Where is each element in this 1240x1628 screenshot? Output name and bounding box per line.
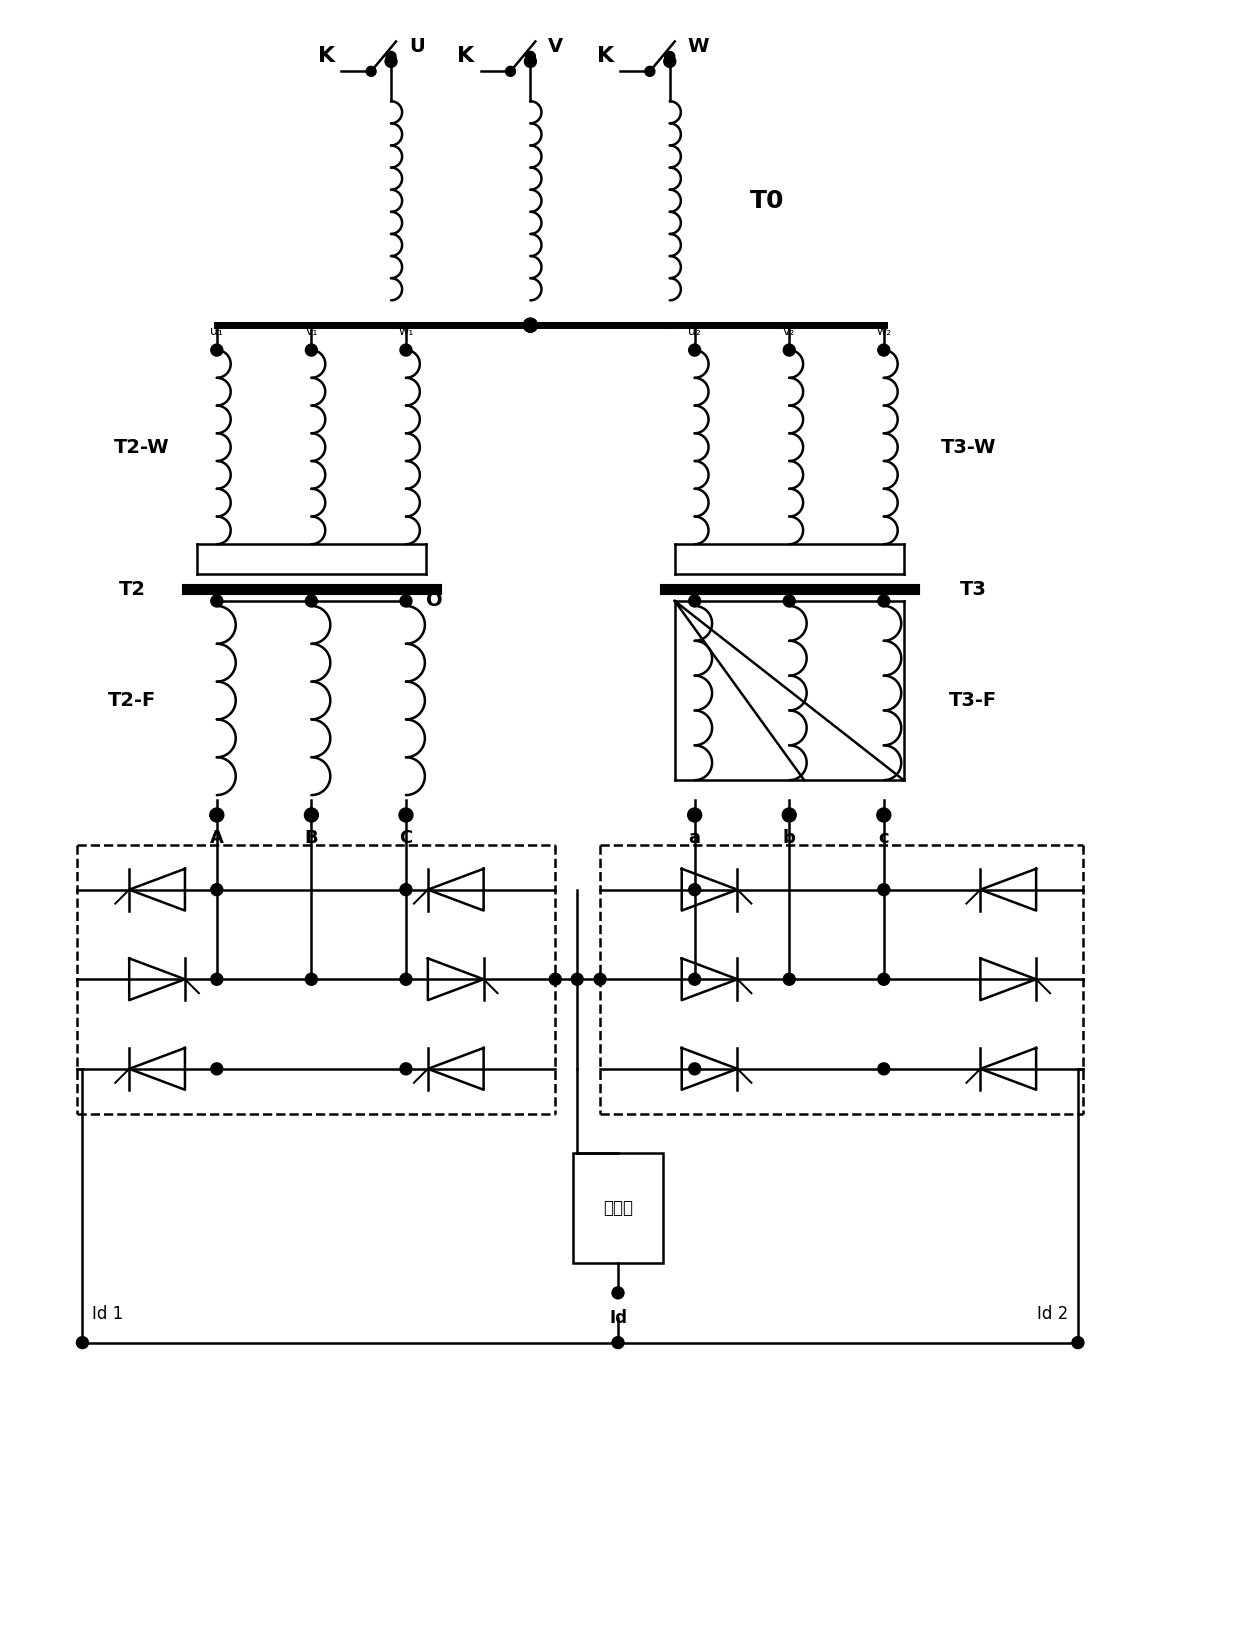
Text: T3-W: T3-W: [941, 438, 996, 457]
Circle shape: [877, 807, 890, 822]
Text: 电解槽: 电解槽: [603, 1200, 632, 1218]
Circle shape: [305, 807, 319, 822]
Text: K: K: [317, 47, 335, 67]
Text: c: c: [878, 829, 889, 847]
Circle shape: [878, 594, 890, 607]
Circle shape: [386, 55, 397, 67]
Text: W: W: [688, 37, 709, 55]
Circle shape: [211, 884, 223, 895]
Circle shape: [572, 974, 583, 985]
Text: C: C: [399, 829, 413, 847]
Text: V: V: [548, 37, 563, 55]
Circle shape: [784, 594, 795, 607]
Circle shape: [211, 594, 223, 607]
Text: a: a: [688, 829, 701, 847]
Text: w₁: w₁: [398, 326, 414, 339]
Circle shape: [878, 884, 890, 895]
Text: v₁: v₁: [305, 326, 317, 339]
Bar: [573, 1154, 663, 1263]
Circle shape: [613, 1337, 624, 1348]
Circle shape: [77, 1337, 88, 1348]
Circle shape: [782, 807, 796, 822]
Circle shape: [613, 1286, 624, 1299]
Circle shape: [688, 344, 701, 357]
Circle shape: [386, 52, 396, 62]
Circle shape: [210, 807, 223, 822]
Circle shape: [878, 344, 890, 357]
Circle shape: [688, 974, 701, 985]
Circle shape: [401, 884, 412, 895]
Circle shape: [784, 344, 795, 357]
Circle shape: [594, 974, 606, 985]
Circle shape: [525, 55, 537, 67]
Circle shape: [401, 594, 412, 607]
Circle shape: [878, 974, 890, 985]
Text: T2-F: T2-F: [108, 690, 156, 710]
Text: Id: Id: [609, 1309, 627, 1327]
Text: v₂: v₂: [782, 326, 795, 339]
Circle shape: [211, 344, 223, 357]
Circle shape: [305, 974, 317, 985]
Text: u₁: u₁: [211, 326, 223, 339]
Text: O: O: [425, 591, 443, 610]
Circle shape: [665, 52, 675, 62]
Circle shape: [663, 55, 676, 67]
Text: w₂: w₂: [877, 326, 892, 339]
Text: T3-F: T3-F: [950, 690, 997, 710]
Text: B: B: [305, 829, 319, 847]
Circle shape: [688, 807, 702, 822]
Circle shape: [688, 884, 701, 895]
Circle shape: [523, 317, 537, 332]
Circle shape: [1071, 1337, 1084, 1348]
Circle shape: [523, 317, 537, 332]
Text: b: b: [782, 829, 796, 847]
Circle shape: [366, 67, 376, 77]
Circle shape: [305, 344, 317, 357]
Circle shape: [688, 1063, 701, 1074]
Circle shape: [401, 1063, 412, 1074]
Text: K: K: [596, 47, 614, 67]
Circle shape: [401, 344, 412, 357]
Circle shape: [211, 974, 223, 985]
Circle shape: [305, 594, 317, 607]
Text: U: U: [409, 37, 424, 55]
Circle shape: [784, 974, 795, 985]
Circle shape: [688, 594, 701, 607]
Circle shape: [549, 974, 562, 985]
Text: u₂: u₂: [688, 326, 701, 339]
Circle shape: [645, 67, 655, 77]
Circle shape: [526, 52, 536, 62]
Text: T0: T0: [749, 189, 784, 213]
Circle shape: [401, 974, 412, 985]
Text: T2-W: T2-W: [114, 438, 170, 457]
Text: Id 1: Id 1: [92, 1304, 124, 1322]
Circle shape: [399, 807, 413, 822]
Text: T2: T2: [119, 580, 145, 599]
Text: A: A: [210, 829, 223, 847]
Circle shape: [211, 1063, 223, 1074]
Text: T3: T3: [960, 580, 987, 599]
Circle shape: [506, 67, 516, 77]
Circle shape: [878, 1063, 890, 1074]
Text: Id 2: Id 2: [1037, 1304, 1068, 1322]
Text: K: K: [458, 47, 474, 67]
